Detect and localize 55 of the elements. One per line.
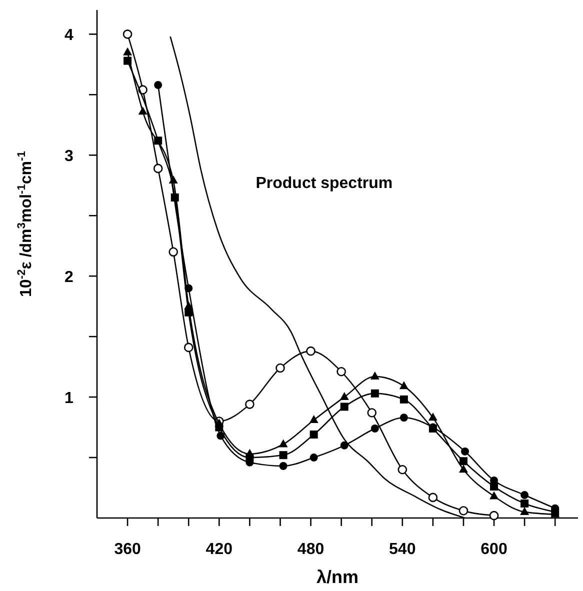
- point: [398, 464, 408, 474]
- point: [153, 164, 163, 174]
- point: [184, 308, 193, 316]
- point: [279, 451, 288, 460]
- point: [367, 408, 377, 418]
- point: [154, 80, 162, 89]
- point: [168, 247, 178, 257]
- point: [336, 367, 346, 376]
- point: [309, 415, 318, 424]
- point: [459, 457, 468, 466]
- point: [490, 491, 499, 500]
- point: [489, 510, 499, 520]
- point: [122, 30, 132, 39]
- y-tick-label: 1: [64, 390, 74, 408]
- point: [216, 432, 225, 440]
- point: [428, 412, 438, 421]
- point: [399, 381, 408, 390]
- point: [310, 454, 318, 462]
- point: [461, 447, 470, 456]
- point: [428, 492, 438, 502]
- point: [138, 106, 148, 115]
- point: [458, 506, 468, 516]
- point: [520, 499, 529, 508]
- point: [123, 47, 132, 56]
- y-tick-label: 2: [64, 269, 74, 286]
- point: [278, 439, 288, 448]
- x-tick-label: 600: [480, 541, 508, 558]
- point: [370, 424, 379, 432]
- x-tick-label: 480: [297, 541, 324, 558]
- x-tick-label: 360: [114, 541, 141, 558]
- point: [245, 400, 254, 409]
- point: [279, 462, 288, 470]
- point: [184, 284, 193, 292]
- point: [154, 136, 162, 145]
- y-tick-label: 4: [64, 27, 74, 44]
- point: [370, 371, 380, 380]
- point: [520, 506, 530, 515]
- point: [400, 395, 408, 404]
- point: [276, 363, 285, 373]
- point: [184, 342, 194, 352]
- point: [310, 430, 318, 439]
- x-tick-label: 420: [206, 541, 233, 558]
- point: [340, 392, 349, 400]
- y-tick-label: 3: [64, 148, 74, 166]
- point: [520, 491, 529, 500]
- point: [340, 402, 348, 411]
- point: [370, 389, 379, 398]
- x-tick-label: 540: [389, 541, 416, 558]
- point: [400, 414, 408, 422]
- annotation: Product spectrum: [256, 174, 393, 192]
- point: [306, 346, 316, 356]
- point: [458, 464, 468, 473]
- point: [124, 56, 132, 65]
- point: [340, 441, 348, 450]
- x-axis-title: λ/nm: [316, 567, 359, 587]
